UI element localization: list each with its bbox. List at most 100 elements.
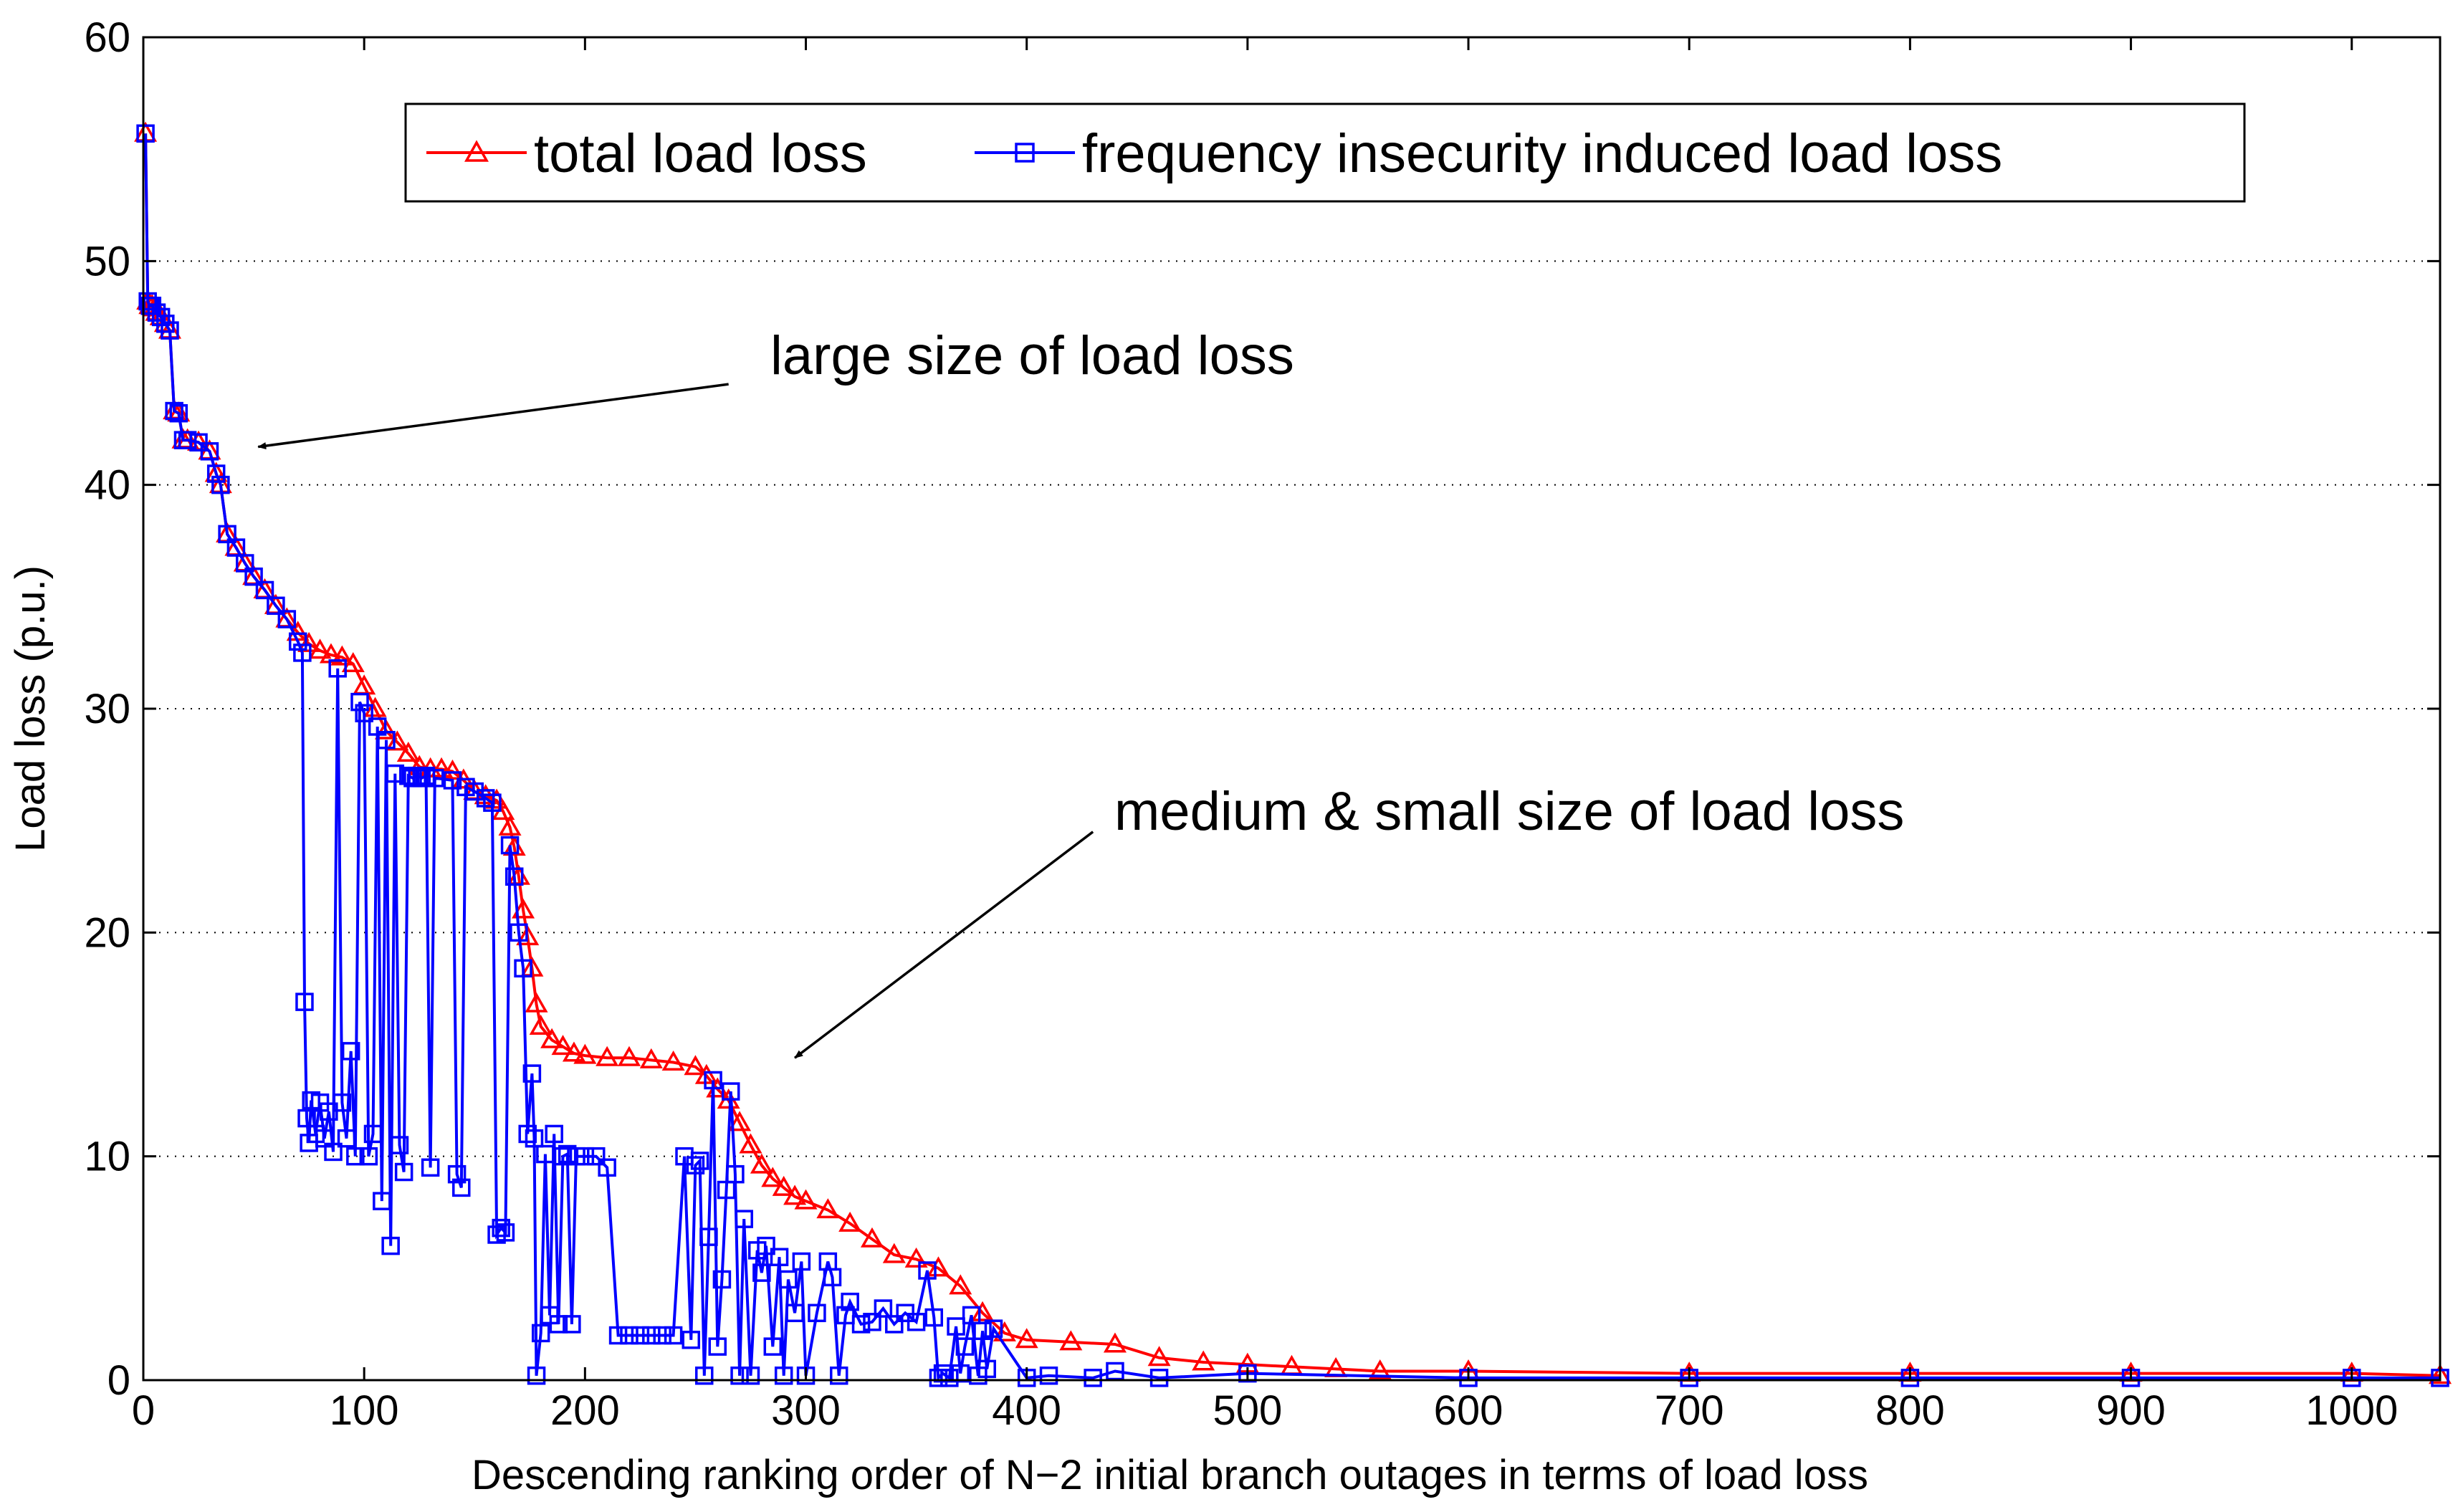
data-point-frequency xyxy=(359,1147,378,1166)
data-point-frequency xyxy=(608,1326,628,1345)
x-tick-label: 0 xyxy=(132,1387,155,1434)
annotation-arrow xyxy=(257,383,729,450)
data-point-frequency xyxy=(545,1124,563,1144)
data-point-frequency xyxy=(918,1261,937,1280)
data-point-total xyxy=(341,652,365,673)
y-tick-label: 0 xyxy=(107,1357,130,1404)
data-point-frequency xyxy=(295,992,314,1011)
y-tick-label: 40 xyxy=(84,462,130,509)
data-point-total xyxy=(2428,1364,2452,1384)
data-point-frequency xyxy=(549,1315,568,1334)
data-point-frequency xyxy=(200,442,219,461)
data-point-total xyxy=(297,631,321,652)
data-point-total xyxy=(949,1274,972,1295)
data-point-total xyxy=(761,1167,785,1187)
data-point-frequency xyxy=(1039,1367,1058,1385)
data-point-total xyxy=(573,1043,597,1064)
data-point-frequency xyxy=(363,1124,383,1144)
data-point-frequency xyxy=(955,1337,975,1356)
data-point-frequency xyxy=(763,1337,783,1356)
legend-label-frequency: frequency insecurity induced load loss xyxy=(1082,123,2002,184)
data-point-total xyxy=(408,755,431,775)
data-point-total xyxy=(1059,1330,1083,1351)
data-point-frequency xyxy=(324,1142,343,1162)
data-point-frequency xyxy=(962,1306,981,1325)
data-point-frequency xyxy=(885,1315,904,1334)
data-point-frequency xyxy=(390,1136,409,1154)
data-point-frequency xyxy=(829,1367,848,1385)
data-point-total xyxy=(498,815,522,836)
data-point-frequency xyxy=(695,1367,714,1385)
data-point-total xyxy=(838,1211,862,1232)
data-point-total xyxy=(330,645,354,666)
data-point-frequency xyxy=(553,1147,573,1166)
x-tick-label: 300 xyxy=(771,1387,841,1434)
x-tick-label: 1000 xyxy=(2305,1387,2398,1434)
data-point-total xyxy=(728,1111,752,1131)
data-point-frequency xyxy=(412,769,431,788)
data-point-frequency xyxy=(977,1359,996,1379)
data-point-frequency xyxy=(851,1315,871,1334)
legend-marker-frequency xyxy=(1015,143,1035,163)
data-point-frequency xyxy=(757,1236,775,1255)
y-tick-label: 10 xyxy=(84,1134,130,1180)
data-point-frequency xyxy=(452,1178,471,1197)
data-point-frequency xyxy=(377,730,396,750)
data-point-frequency xyxy=(708,1337,727,1356)
legend-marker-total xyxy=(464,140,489,162)
x-tick-label: 600 xyxy=(1434,1387,1503,1434)
data-point-frequency xyxy=(476,789,495,808)
data-point-total xyxy=(694,1063,718,1084)
data-point-frequency xyxy=(690,1152,709,1170)
data-point-frequency xyxy=(514,959,532,978)
data-point-frequency xyxy=(699,1228,718,1246)
data-point-frequency xyxy=(500,836,520,855)
data-point-frequency xyxy=(341,1042,360,1061)
data-point-frequency xyxy=(510,923,528,942)
data-point-total xyxy=(684,1055,707,1076)
data-point-total xyxy=(374,719,398,740)
data-point-frequency xyxy=(333,1093,352,1112)
data-point-frequency xyxy=(841,1292,859,1311)
data-point-frequency xyxy=(1149,1369,1169,1387)
data-point-frequency xyxy=(863,1313,881,1331)
data-point-frequency xyxy=(161,321,179,340)
data-point-frequency xyxy=(525,1129,544,1148)
data-point-total xyxy=(661,1050,685,1071)
plot-background xyxy=(143,37,2440,1380)
data-point-total xyxy=(816,1198,840,1219)
data-point-total xyxy=(639,1048,663,1068)
data-point-frequency xyxy=(421,1158,440,1177)
data-point-frequency xyxy=(267,596,285,616)
data-point-frequency xyxy=(447,1164,467,1184)
data-point-total xyxy=(516,925,540,946)
y-axis-label: Load loss (p.u.) xyxy=(7,565,54,852)
data-point-frequency xyxy=(947,1317,965,1336)
data-point-frequency xyxy=(211,475,230,494)
data-point-frequency xyxy=(522,1064,542,1083)
data-point-frequency xyxy=(381,1236,400,1255)
data-point-total xyxy=(596,1046,619,1066)
data-point-frequency xyxy=(712,1270,732,1289)
data-point-frequency xyxy=(752,1263,771,1282)
data-point-frequency xyxy=(1084,1369,1102,1387)
y-tick-label: 50 xyxy=(84,238,130,284)
data-point-frequency xyxy=(563,1315,581,1334)
data-point-total xyxy=(772,1175,795,1196)
data-point-total xyxy=(617,1046,641,1066)
data-point-frequency xyxy=(483,793,502,812)
data-point-frequency xyxy=(951,1364,970,1383)
data-point-frequency xyxy=(642,1326,661,1345)
data-point-frequency xyxy=(165,401,183,421)
data-point-frequency xyxy=(631,1326,650,1345)
data-point-frequency xyxy=(741,1367,760,1385)
data-point-frequency xyxy=(940,1369,959,1387)
x-tick-label: 400 xyxy=(992,1387,1061,1434)
data-point-frequency xyxy=(531,1324,550,1343)
data-point-total xyxy=(794,1189,818,1210)
data-point-total xyxy=(363,697,387,717)
data-point-frequency xyxy=(929,1369,948,1387)
x-tick-label: 700 xyxy=(1655,1387,1724,1434)
data-point-total xyxy=(739,1133,762,1154)
